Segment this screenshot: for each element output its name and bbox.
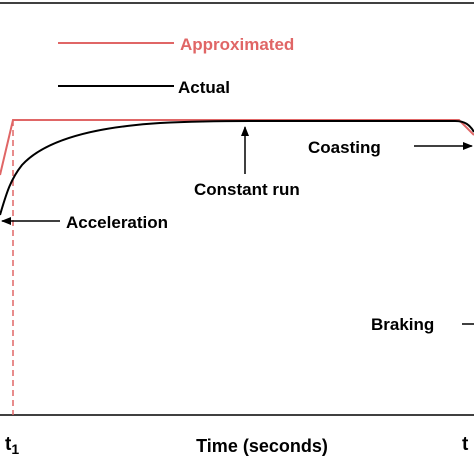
braking-label: Braking — [371, 315, 434, 334]
approximated-speed-curve — [0, 119, 474, 176]
x-axis-label: Time (seconds) — [196, 436, 328, 456]
t1-tick-label: t1 — [5, 434, 19, 457]
legend-actual-label: Actual — [178, 78, 230, 97]
acceleration-label: Acceleration — [66, 213, 168, 232]
constant-run-label: Constant run — [194, 180, 300, 199]
t1-subscript: 1 — [11, 441, 19, 457]
t1-base: t — [5, 434, 12, 455]
actual-speed-curve — [0, 120, 474, 216]
coasting-label: Coasting — [308, 138, 381, 157]
t-right-tick-label: t — [462, 434, 469, 455]
legend-approximated-label: Approximated — [180, 35, 294, 54]
